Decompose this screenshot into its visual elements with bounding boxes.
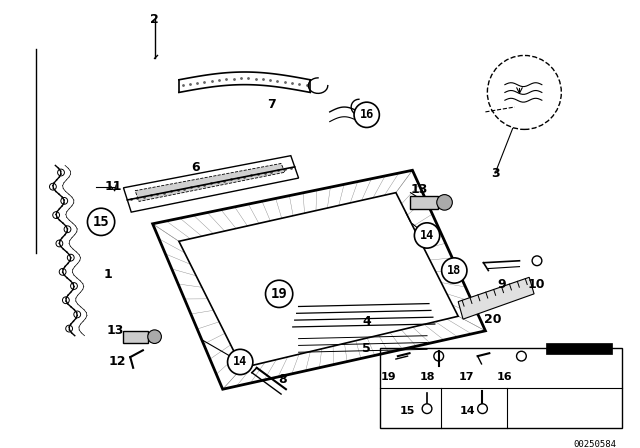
Text: 5: 5 — [362, 342, 371, 355]
Text: 4: 4 — [362, 314, 371, 327]
Text: 10: 10 — [527, 278, 545, 291]
Text: 19: 19 — [380, 371, 396, 382]
Text: 18: 18 — [419, 371, 435, 382]
Text: 7: 7 — [267, 98, 276, 111]
Text: 16: 16 — [497, 371, 513, 382]
Circle shape — [228, 349, 253, 375]
Text: 17: 17 — [458, 371, 474, 382]
FancyBboxPatch shape — [410, 196, 438, 209]
Circle shape — [414, 223, 440, 248]
Text: 13: 13 — [107, 324, 124, 337]
FancyBboxPatch shape — [124, 331, 148, 343]
Text: 2: 2 — [150, 13, 159, 26]
Text: 18: 18 — [447, 264, 461, 277]
Circle shape — [148, 330, 161, 344]
Circle shape — [354, 102, 380, 128]
Text: 14: 14 — [233, 355, 247, 368]
Text: 15: 15 — [93, 215, 109, 229]
Text: 00250584: 00250584 — [574, 440, 617, 448]
Polygon shape — [458, 277, 534, 319]
Bar — [546, 343, 612, 354]
Text: 6: 6 — [191, 161, 200, 174]
Text: 3: 3 — [491, 167, 499, 180]
Circle shape — [442, 258, 467, 283]
Text: 20: 20 — [484, 313, 502, 326]
Polygon shape — [135, 164, 285, 202]
Text: 15: 15 — [400, 405, 415, 416]
Circle shape — [266, 280, 292, 307]
Text: 16: 16 — [360, 108, 374, 121]
Text: 8: 8 — [278, 373, 287, 386]
Text: 11: 11 — [105, 181, 122, 194]
Text: 12: 12 — [109, 355, 126, 368]
Circle shape — [488, 56, 561, 129]
Circle shape — [436, 194, 452, 210]
Circle shape — [88, 208, 115, 236]
Text: 14: 14 — [420, 229, 434, 242]
Text: 13: 13 — [411, 183, 428, 196]
Text: 1: 1 — [104, 268, 112, 281]
Text: 19: 19 — [271, 287, 287, 301]
Bar — [380, 349, 621, 428]
Text: 14: 14 — [460, 405, 476, 416]
Text: 9: 9 — [498, 278, 506, 291]
Polygon shape — [124, 156, 299, 212]
